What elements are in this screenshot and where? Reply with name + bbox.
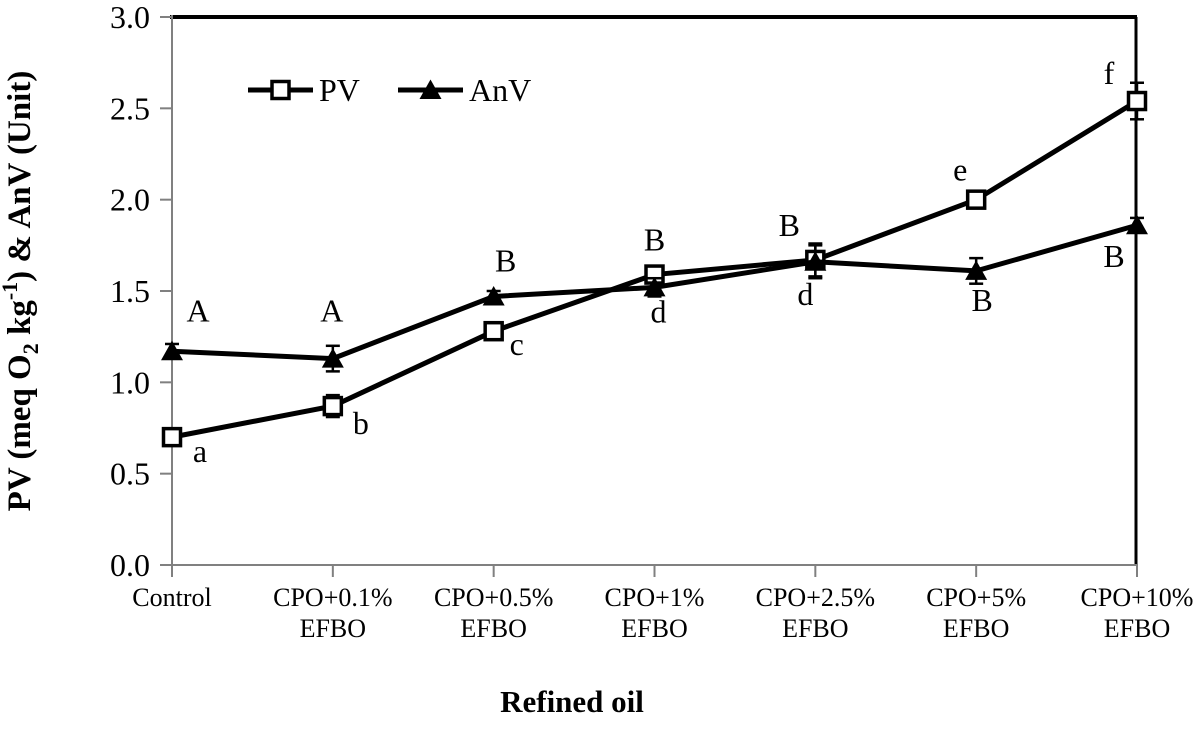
- pv-marker: [322, 395, 344, 417]
- y-axis-title: PV (meq O2 kg-1) & AnV (Unit): [0, 71, 43, 512]
- x-tick-label: CPO+10%: [1081, 583, 1194, 612]
- pv-sig-letter: e: [953, 152, 967, 188]
- x-tick-label: CPO+5%: [926, 583, 1026, 612]
- pv-marker: [1126, 90, 1148, 112]
- x-tick-label: CPO+2.5%: [756, 583, 875, 612]
- anv-sig-letter: A: [320, 293, 343, 329]
- anv-marker: [965, 260, 988, 280]
- anv-marker: [321, 348, 344, 368]
- anv-sig-letter: A: [186, 292, 209, 328]
- y-tick-label: 1.0: [110, 364, 150, 400]
- x-tick-label: CPO+0.1%: [273, 583, 392, 612]
- x-tick-label: CPO+1%: [605, 583, 705, 612]
- legend-anv-marker: [419, 79, 442, 99]
- x-tick-label: Control: [132, 583, 211, 612]
- anv-sig-letter: B: [971, 282, 992, 318]
- pv-sig-letter: d: [797, 276, 813, 312]
- x-tick-label: EFBO: [782, 614, 848, 643]
- y-tick-label: 2.5: [110, 90, 150, 126]
- pv-marker: [161, 426, 183, 448]
- x-tick-label: EFBO: [460, 614, 526, 643]
- x-tick-label: EFBO: [300, 614, 366, 643]
- anv-sig-letter: B: [1103, 238, 1124, 274]
- anv-marker: [161, 340, 183, 361]
- x-tick-label: EFBO: [943, 614, 1009, 643]
- y-tick-label: 1.5: [110, 273, 150, 309]
- pv-sig-letter: b: [353, 405, 369, 441]
- pv-marker: [483, 320, 504, 342]
- pv-marker: [965, 189, 987, 210]
- anv-sig-letter: B: [779, 207, 800, 243]
- legend-label-anv: AnV: [469, 72, 531, 108]
- anv-marker: [643, 276, 666, 297]
- y-tick-label: 0.5: [110, 456, 150, 492]
- pv-sig-letter: d: [651, 294, 667, 330]
- y-tick-label: 0.0: [110, 547, 150, 583]
- anv-sig-letter: B: [644, 221, 665, 257]
- legend-pv-marker: [270, 79, 291, 101]
- pv-sig-letter: c: [510, 326, 524, 362]
- anv-marker: [482, 285, 505, 306]
- legend-label-pv: PV: [319, 72, 360, 108]
- anv-marker: [804, 251, 827, 271]
- x-tick-label: EFBO: [1104, 614, 1170, 643]
- x-axis-title: Refined oil: [500, 684, 644, 719]
- pv-sig-letter: f: [1104, 55, 1115, 91]
- anv-sig-letter: B: [495, 242, 516, 278]
- pv-sig-letter: a: [193, 433, 207, 469]
- y-tick-label: 2.0: [110, 182, 150, 218]
- x-tick-label: EFBO: [621, 614, 687, 643]
- anv-marker: [1126, 214, 1148, 235]
- x-tick-label: CPO+0.5%: [434, 583, 553, 612]
- y-tick-label: 3.0: [110, 0, 150, 35]
